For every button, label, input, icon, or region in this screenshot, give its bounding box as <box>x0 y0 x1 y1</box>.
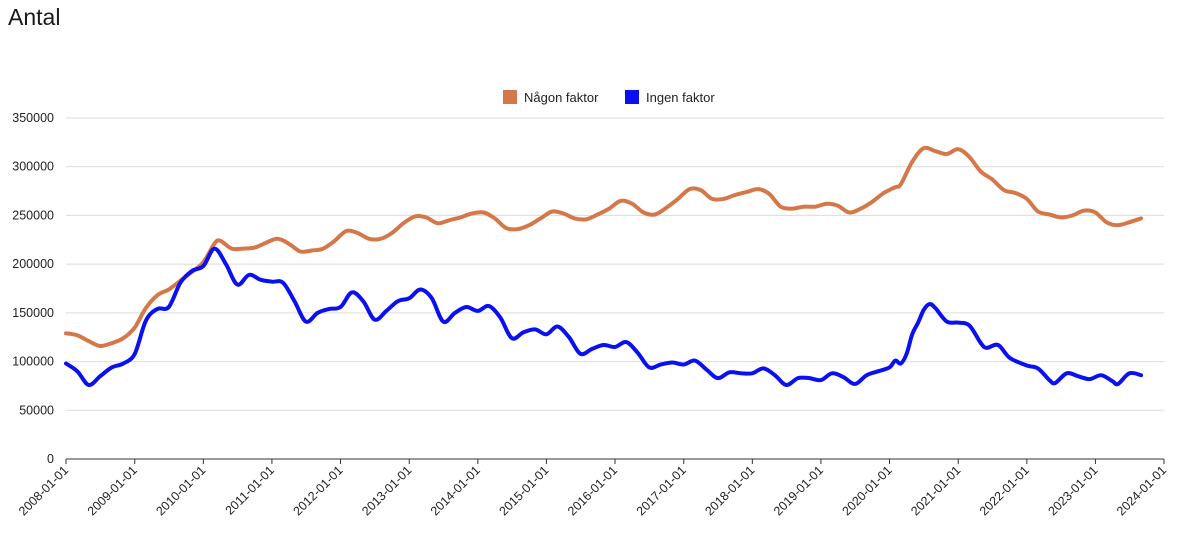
legend: Någon faktor Ingen faktor <box>503 90 715 105</box>
x-tick-label: 2013-01-01 <box>359 463 414 518</box>
legend-swatch-1 <box>625 90 639 104</box>
x-tick-label: 2017-01-01 <box>634 463 689 518</box>
x-tick-label: 2024-01-01 <box>1114 463 1169 518</box>
x-tick-label: 2011-01-01 <box>223 463 277 517</box>
series-line-1 <box>64 246 1144 388</box>
x-tick-label: 2015-01-01 <box>496 463 551 518</box>
y-axis-ticks: 0 50000 100000 150000 200000 250000 300000 3500… <box>12 111 54 466</box>
legend-swatch-0 <box>503 90 517 104</box>
series-line-0 <box>64 145 1144 349</box>
x-tick-label: 2008-01-01 <box>16 463 71 518</box>
x-tick-label: 2023-01-01 <box>1045 463 1100 518</box>
y-tick-label: 100000 <box>12 355 54 369</box>
y-tick-label: 200000 <box>12 257 54 271</box>
grid-lines <box>66 117 1164 460</box>
x-axis-ticks: 2008-01-01 2009-01-01 2010-01-01 2011-01-01… <box>16 459 1169 518</box>
x-tick-label: 2009-01-01 <box>85 463 140 518</box>
x-tick-label: 2014-01-01 <box>428 463 483 518</box>
y-tick-label: 300000 <box>12 160 54 174</box>
x-tick-label: 2021-01-01 <box>908 463 963 518</box>
y-tick-label: 350000 <box>12 111 54 125</box>
x-tick-label: 2019-01-01 <box>771 463 826 518</box>
x-tick-label: 2010-01-01 <box>153 463 208 518</box>
y-tick-label: 150000 <box>12 306 54 320</box>
y-tick-label: 0 <box>47 452 54 466</box>
page-title: Antal <box>8 4 61 30</box>
legend-label-1: Ingen faktor <box>646 90 715 105</box>
x-tick-label: 2020-01-01 <box>840 463 895 518</box>
x-tick-label: 2022-01-01 <box>977 463 1032 518</box>
legend-label-0: Någon faktor <box>524 90 599 105</box>
y-tick-label: 250000 <box>12 208 54 222</box>
x-tick-label: 2012-01-01 <box>291 463 346 518</box>
x-tick-label: 2016-01-01 <box>565 463 620 518</box>
x-tick-label: 2018-01-01 <box>702 463 757 518</box>
y-tick-label: 50000 <box>19 403 54 417</box>
series-lines <box>64 145 1144 388</box>
